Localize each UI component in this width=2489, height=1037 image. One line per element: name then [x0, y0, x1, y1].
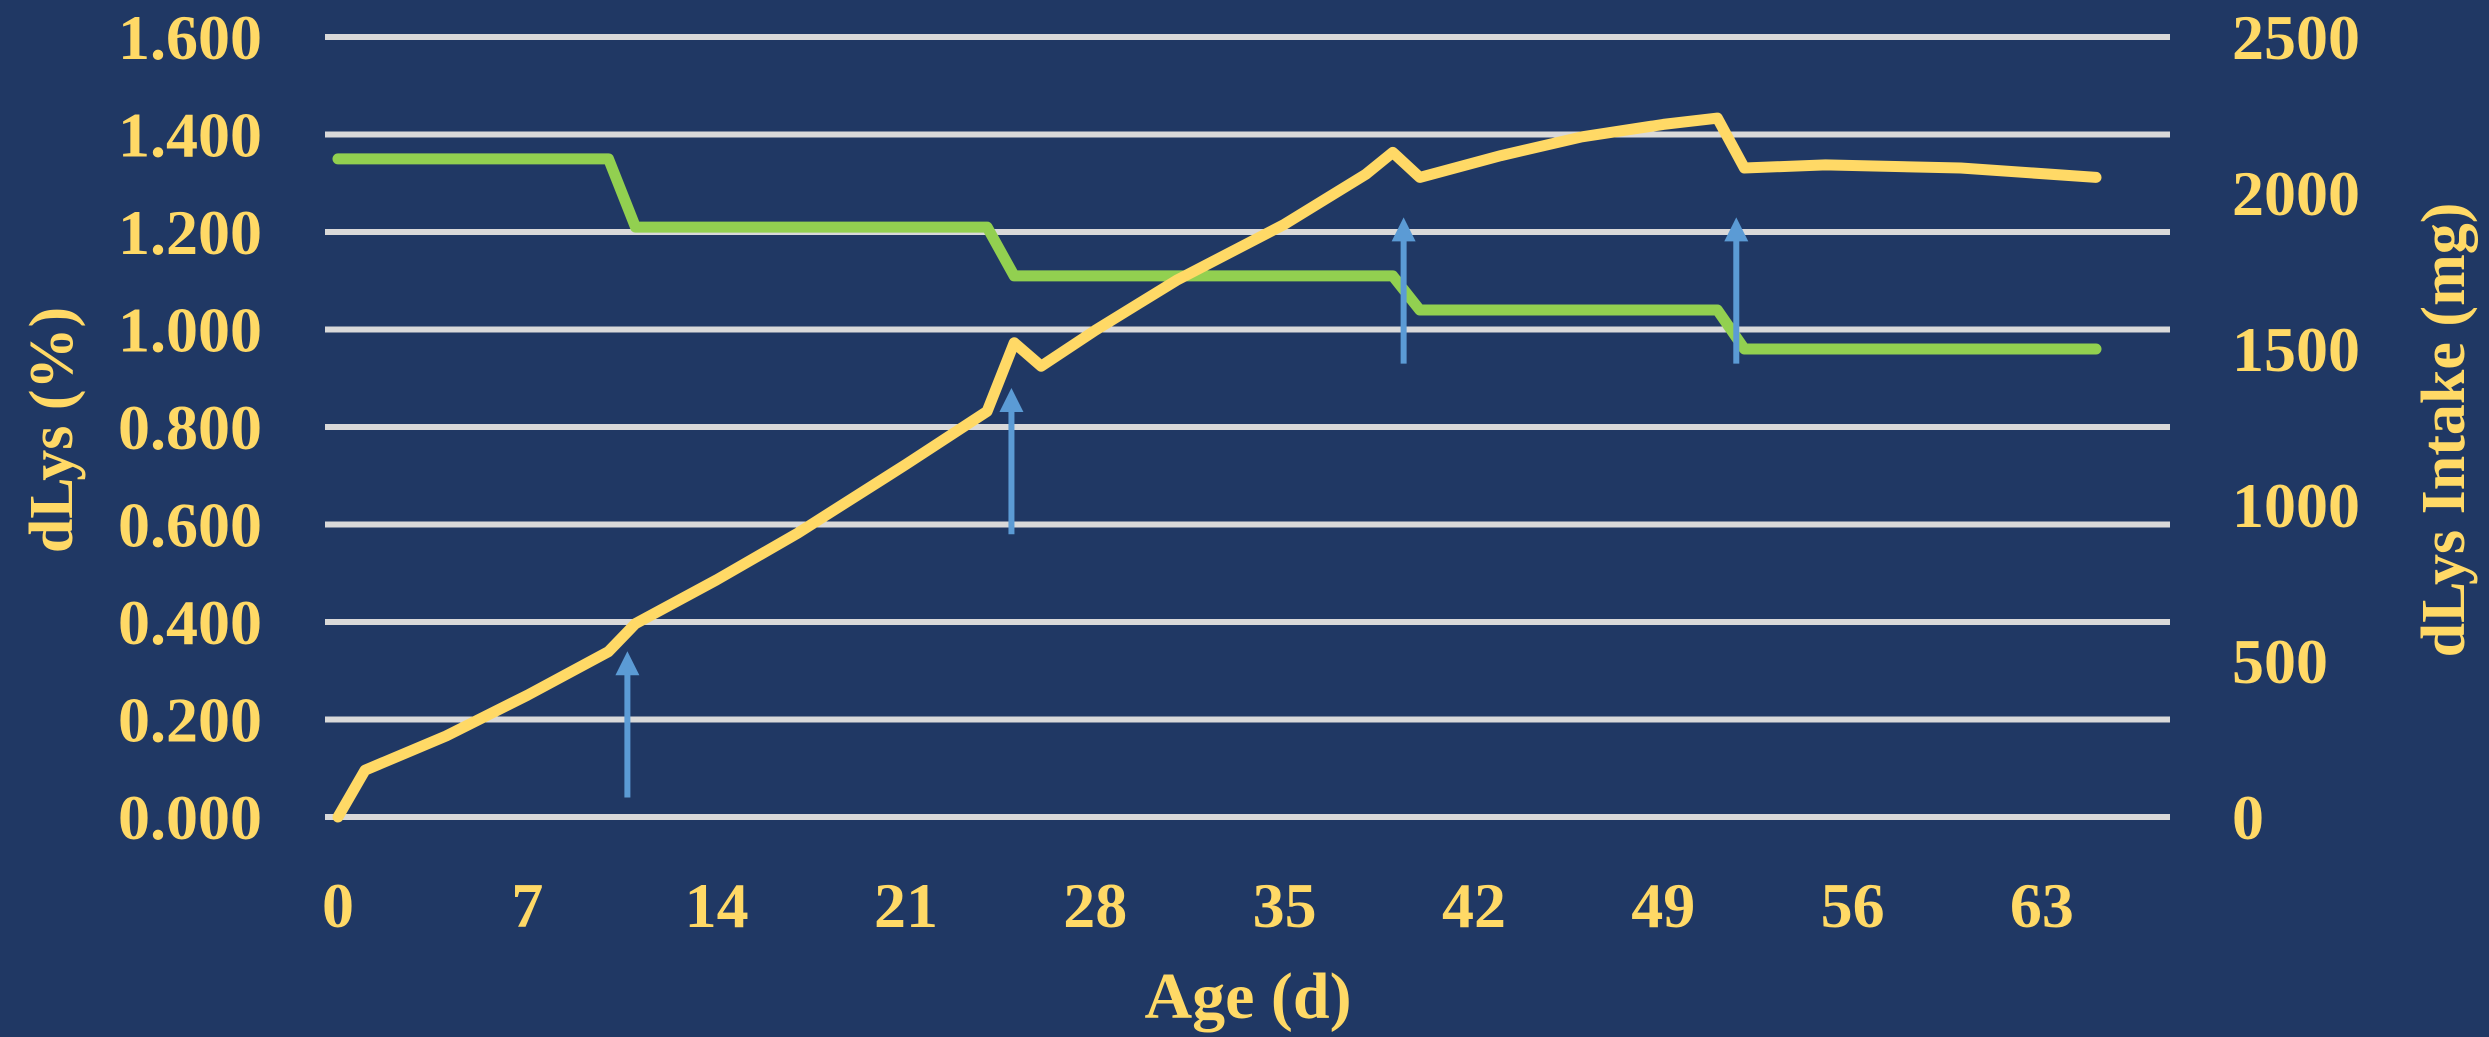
x-tick-label: 7 [511, 870, 543, 941]
x-tick-label: 63 [2010, 870, 2074, 941]
arrow-head [999, 388, 1024, 412]
x-tick-label: 28 [1063, 870, 1127, 941]
x-tick-label: 0 [322, 870, 354, 941]
intake-series-line [332, 112, 2102, 823]
left-tick-label: 0.000 [118, 782, 262, 853]
right-tick-label: 1000 [2232, 470, 2360, 541]
right-tick-label: 0 [2232, 782, 2264, 853]
x-axis-ticks: 0 7 14 21 28 35 42 49 56 63 [322, 870, 2074, 941]
upward-arrow [999, 388, 1024, 535]
right-tick-label: 2500 [2232, 2, 2360, 73]
arrow-head [615, 651, 640, 676]
x-tick-label: 14 [685, 870, 749, 941]
left-tick-label: 1.600 [118, 2, 262, 73]
left-tick-label: 0.600 [118, 490, 262, 561]
arrow-head [1391, 217, 1416, 242]
upward-arrow [1724, 217, 1749, 364]
right-tick-label: 1500 [2232, 314, 2360, 385]
x-tick-label: 56 [1821, 870, 1885, 941]
arrow-head [1724, 217, 1749, 242]
arrow-annotations [615, 217, 1749, 798]
dlys-percent-series-line [332, 153, 2102, 355]
x-tick-label: 42 [1442, 870, 1506, 941]
left-tick-label: 1.400 [118, 100, 262, 171]
left-tick-label: 1.000 [118, 295, 262, 366]
left-tick-label: 1.200 [118, 197, 262, 268]
x-tick-label: 35 [1253, 870, 1317, 941]
right-tick-label: 500 [2232, 626, 2328, 697]
left-axis-ticks: 0.000 0.200 0.400 0.600 0.800 1.000 1.200 1.400… [118, 2, 262, 853]
left-tick-label: 0.800 [118, 392, 262, 463]
right-tick-label: 2000 [2232, 158, 2360, 229]
right-axis-ticks: 0 500 1000 1500 2000 2500 [2232, 2, 2360, 853]
left-tick-label: 0.200 [118, 685, 262, 756]
x-axis-label: Age (d) [1144, 960, 1351, 1033]
upward-arrow [1391, 217, 1416, 364]
upward-arrow [615, 651, 640, 798]
right-axis-label: dLys Intake (mg) [2410, 203, 2478, 658]
x-tick-label: 21 [874, 870, 938, 941]
series-layer [332, 112, 2102, 823]
x-tick-label: 49 [1631, 870, 1695, 941]
left-tick-label: 0.400 [118, 587, 262, 658]
left-axis-label: dLys (%) [18, 307, 86, 553]
